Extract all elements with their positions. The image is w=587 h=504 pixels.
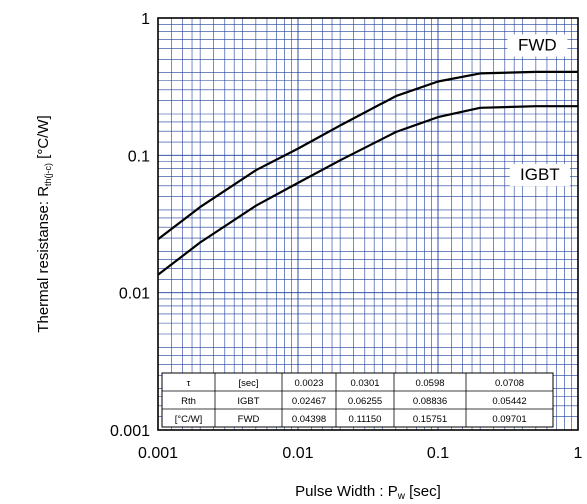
plot-frame [157, 17, 579, 431]
table-cell: 0.11150 [349, 414, 382, 425]
table-cell: Rth [181, 396, 196, 407]
table-frame [161, 372, 554, 428]
table-header-cell: 0.0598 [415, 378, 444, 389]
table-cell: FWD [238, 414, 260, 425]
series-label-igbt: IGBT [520, 165, 560, 184]
y-tick-label: 0.01 [119, 286, 150, 303]
y-axis-title: Thermal resistanse: Rth(j-c) [°C/W] [35, 115, 53, 332]
x-tick-label: 0.1 [427, 445, 449, 462]
table-cell: [°C/W] [175, 414, 203, 425]
y-axis-title-subscript: th(j-c) [43, 163, 53, 186]
table-header-cell: τ [187, 378, 191, 389]
x-tick-label: 0.01 [282, 445, 313, 462]
table-cell: 0.02467 [292, 396, 326, 407]
series-label-backdrop [509, 164, 570, 187]
table-cell: 0.06255 [348, 396, 382, 407]
series-labels: FWD IGBT [507, 34, 570, 187]
series-line-igbt [157, 105, 578, 276]
y-axis-title-unit: [°C/W] [35, 115, 52, 163]
series-label-backdrop [507, 34, 568, 57]
x-axis-title-subscript: w [397, 491, 406, 502]
thermal-impedance-table: τ [sec] 0.0023 0.0301 0.0598 0.0708 Rth IGBT 0.0… [161, 372, 554, 428]
y-tick-label: 0.001 [110, 423, 150, 440]
x-axis-title-main: Pulse Width : P [295, 483, 398, 500]
table-cell: 0.15751 [413, 414, 447, 425]
x-axis-title-unit: [sec] [405, 483, 441, 500]
table-cell: 0.08836 [413, 396, 447, 407]
y-axis-title-main: Thermal resistanse: R [35, 186, 52, 333]
y-tick-label: 1 [141, 11, 150, 28]
table-header-cell: 0.0301 [350, 378, 379, 389]
grid-lines [157, 18, 578, 431]
series-line-fwd [157, 70, 578, 241]
series-label-fwd: FWD [518, 35, 557, 54]
table-cell: 0.05442 [492, 396, 526, 407]
x-tick-label: 1 [574, 445, 583, 462]
x-tick-label: 0.001 [138, 445, 178, 462]
table-cell: IGBT [237, 396, 259, 407]
table-cell: 0.09701 [492, 414, 526, 425]
table-cell: 0.04398 [292, 414, 326, 425]
x-axis-title: Pulse Width : Pw [sec] [295, 483, 441, 502]
table-header-cell: 0.0023 [294, 378, 323, 389]
y-tick-label: 0.1 [128, 148, 150, 165]
curves [157, 70, 578, 276]
table-header-cell: [sec] [238, 378, 258, 389]
table-header-cell: 0.0708 [495, 378, 524, 389]
tick-labels: 0.001 0.01 0.1 1 0.001 0.01 0.1 1 [110, 11, 583, 462]
